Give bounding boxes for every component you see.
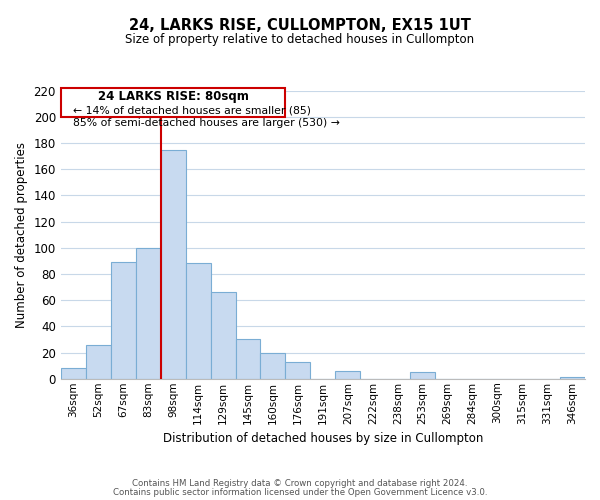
Bar	[161, 150, 185, 379]
X-axis label: Distribution of detached houses by size in Cullompton: Distribution of detached houses by size …	[163, 432, 483, 445]
Bar	[260, 352, 286, 379]
Y-axis label: Number of detached properties: Number of detached properties	[15, 142, 28, 328]
Bar	[560, 378, 585, 379]
Bar	[185, 264, 211, 379]
Bar	[410, 372, 435, 379]
Text: 85% of semi-detached houses are larger (530) →: 85% of semi-detached houses are larger (…	[73, 118, 340, 128]
Bar	[61, 368, 86, 379]
Bar	[136, 248, 161, 379]
Text: Contains public sector information licensed under the Open Government Licence v3: Contains public sector information licen…	[113, 488, 487, 497]
Text: 24, LARKS RISE, CULLOMPTON, EX15 1UT: 24, LARKS RISE, CULLOMPTON, EX15 1UT	[129, 18, 471, 32]
Bar	[335, 371, 361, 379]
Bar	[236, 340, 260, 379]
Text: Size of property relative to detached houses in Cullompton: Size of property relative to detached ho…	[125, 32, 475, 46]
Bar	[86, 344, 111, 379]
Text: 24 LARKS RISE: 80sqm: 24 LARKS RISE: 80sqm	[98, 90, 248, 104]
Bar	[286, 362, 310, 379]
Text: ← 14% of detached houses are smaller (85): ← 14% of detached houses are smaller (85…	[73, 106, 311, 116]
Bar	[211, 292, 236, 379]
Text: Contains HM Land Registry data © Crown copyright and database right 2024.: Contains HM Land Registry data © Crown c…	[132, 478, 468, 488]
Bar	[111, 262, 136, 379]
